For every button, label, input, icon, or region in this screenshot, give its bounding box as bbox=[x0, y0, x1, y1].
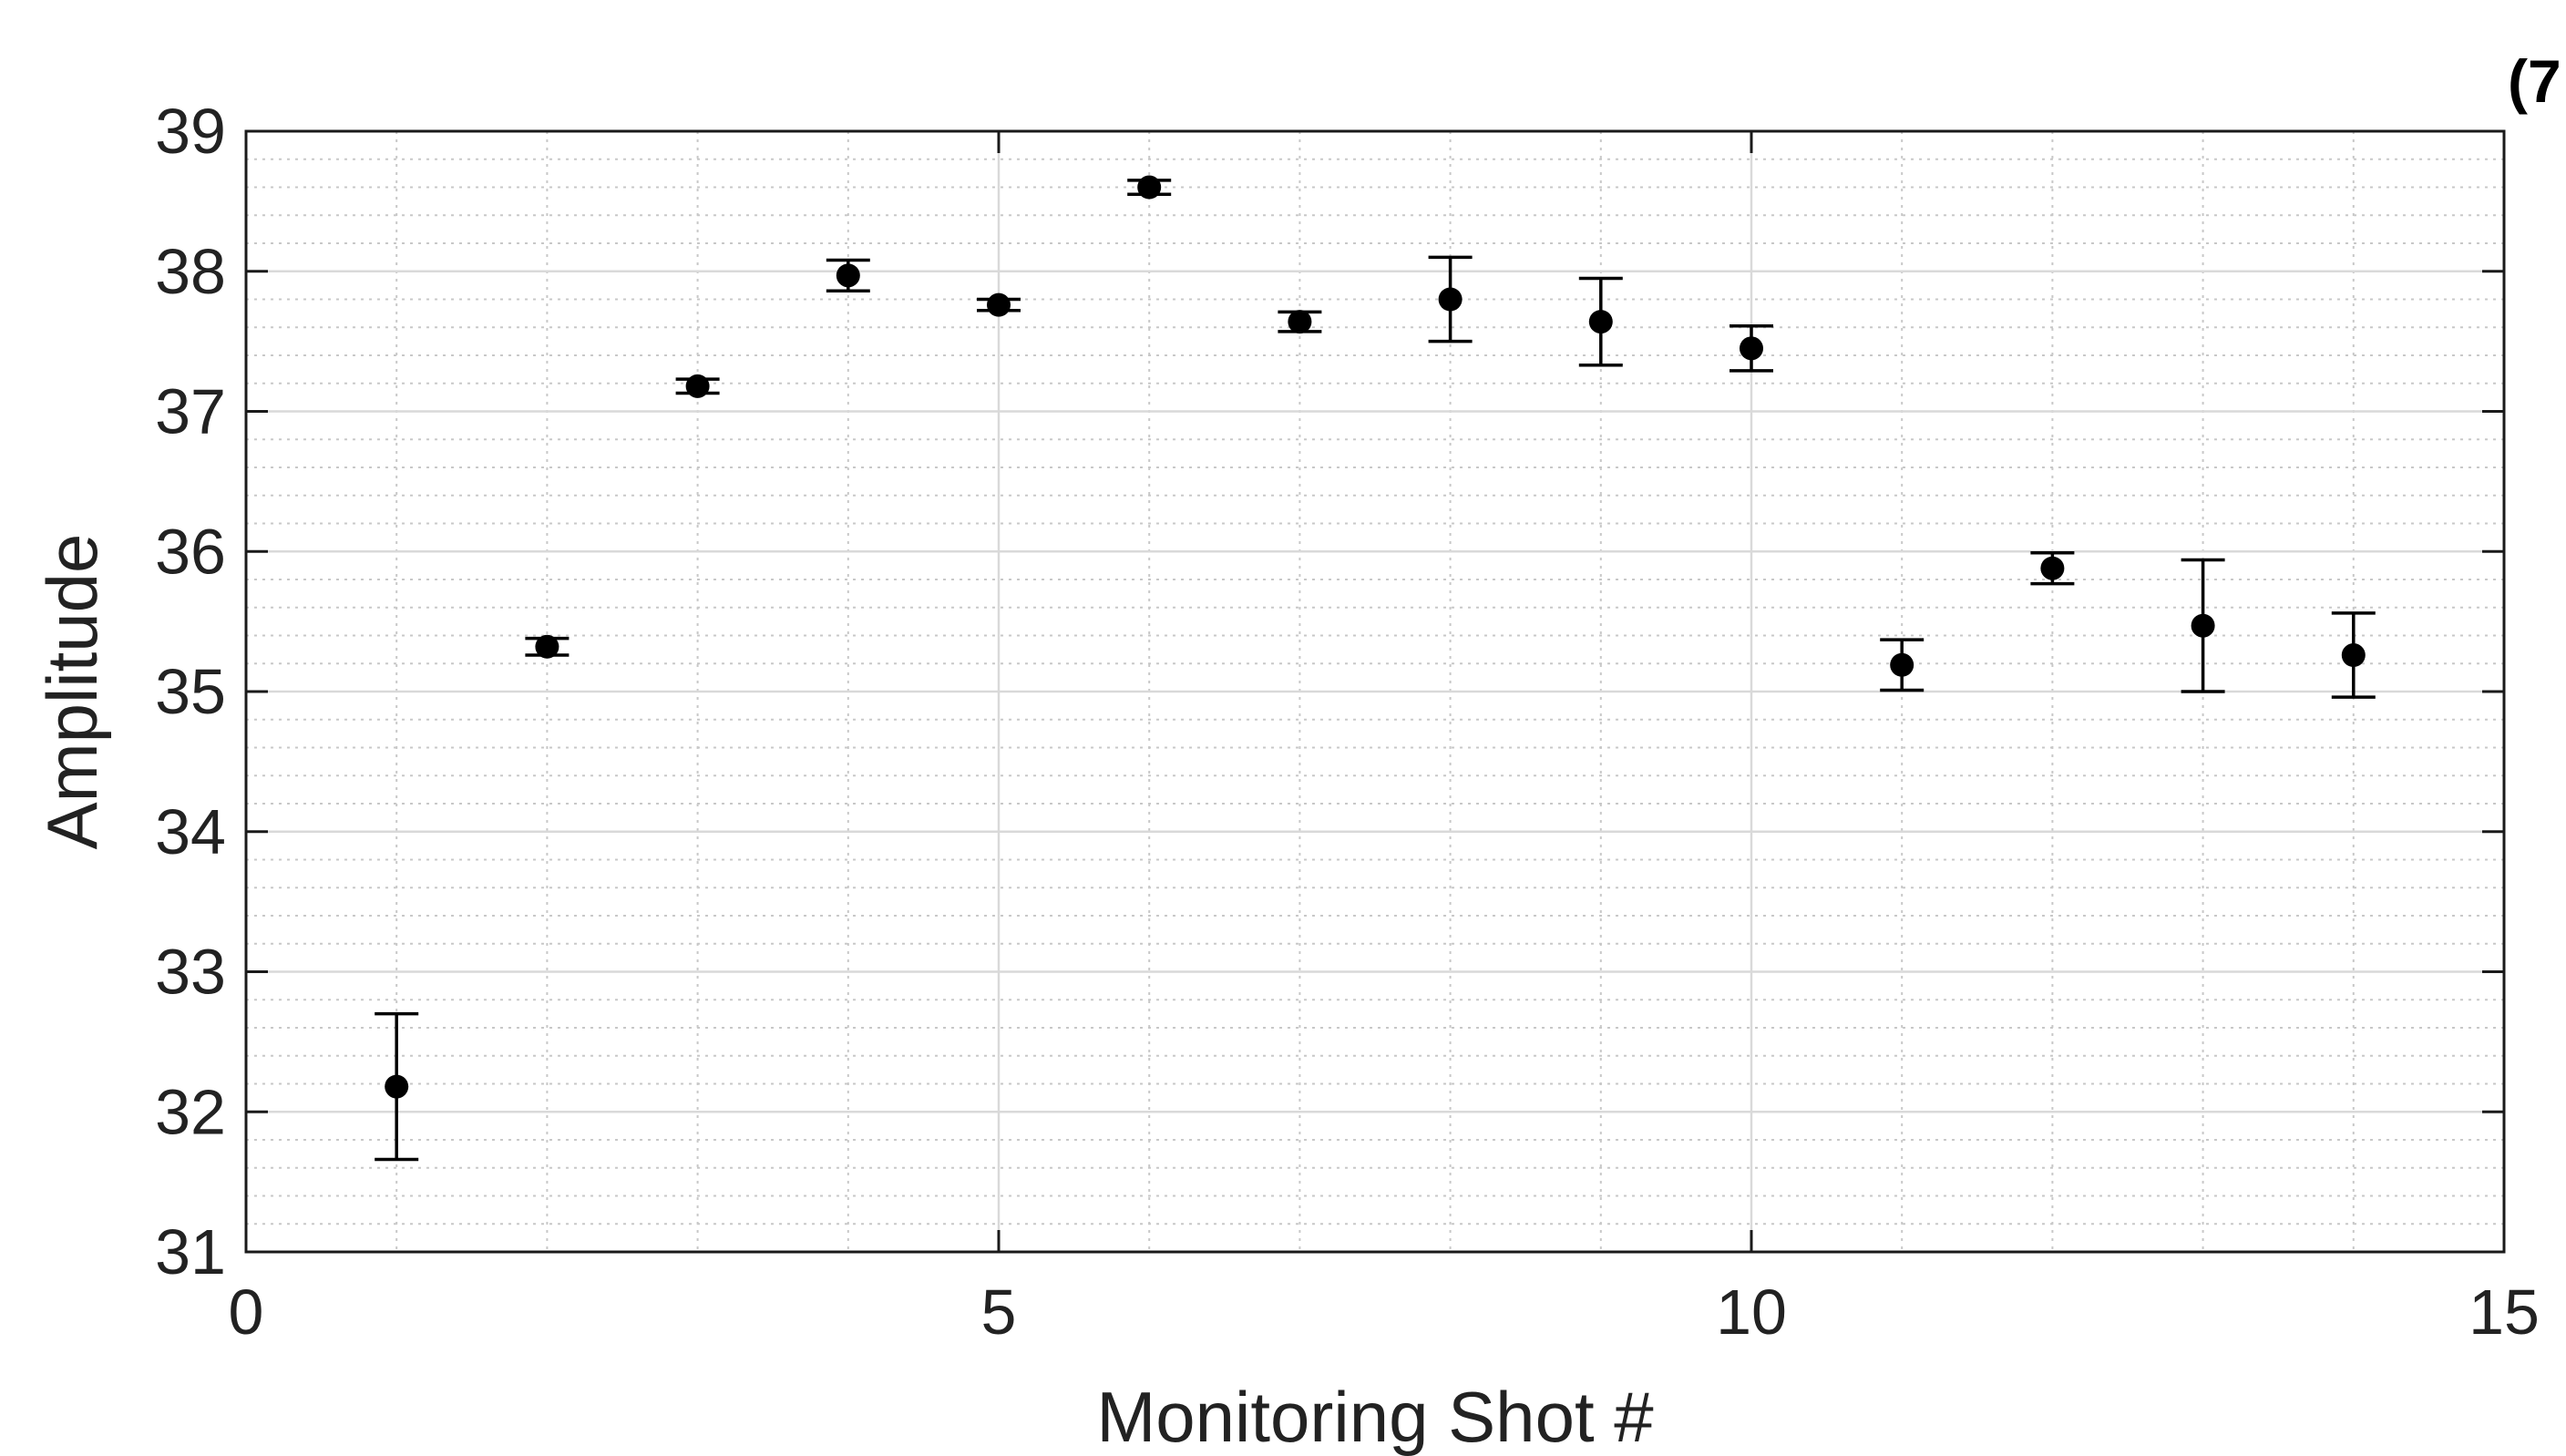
data-point bbox=[1588, 310, 1613, 334]
y-tick-label: 35 bbox=[155, 656, 226, 727]
plot-frame bbox=[244, 129, 2506, 1254]
data-points bbox=[375, 175, 2376, 1162]
y-tick-label: 36 bbox=[155, 516, 226, 587]
y-axis-label: Amplitude bbox=[32, 534, 112, 850]
data-point bbox=[1288, 310, 1312, 334]
x-tick-label: 15 bbox=[2468, 1277, 2540, 1348]
y-tick-label: 34 bbox=[155, 796, 226, 867]
data-point bbox=[1137, 175, 1162, 200]
x-tick-labels: 0 5 10 15 bbox=[229, 1277, 2540, 1348]
data-point bbox=[2341, 643, 2366, 668]
x-axis-label: Monitoring Shot # bbox=[1096, 1377, 1653, 1456]
data-point bbox=[987, 292, 1011, 317]
data-point bbox=[1740, 336, 1763, 361]
y-tick-labels: 31 32 33 34 35 36 37 38 39 bbox=[155, 96, 226, 1287]
data-point bbox=[1890, 652, 1914, 677]
panel-label: (7 bbox=[2508, 47, 2561, 115]
y-tick-label: 39 bbox=[155, 96, 226, 167]
y-tick-label: 32 bbox=[155, 1076, 226, 1147]
data-point bbox=[836, 263, 860, 288]
x-tick-label: 10 bbox=[1716, 1277, 1787, 1348]
y-tick-label: 37 bbox=[155, 376, 226, 447]
y-tick-label: 31 bbox=[155, 1216, 226, 1287]
data-point bbox=[2191, 613, 2215, 638]
major-grid bbox=[246, 131, 2504, 1252]
y-tick-label: 33 bbox=[155, 937, 226, 1008]
data-point bbox=[385, 1074, 409, 1099]
y-tick-label: 38 bbox=[155, 236, 226, 307]
data-point bbox=[1438, 287, 1463, 312]
data-point bbox=[685, 374, 710, 398]
x-tick-label: 5 bbox=[981, 1277, 1017, 1348]
x-tick-label: 0 bbox=[229, 1277, 264, 1348]
data-point bbox=[535, 634, 559, 659]
data-point bbox=[2040, 556, 2065, 580]
